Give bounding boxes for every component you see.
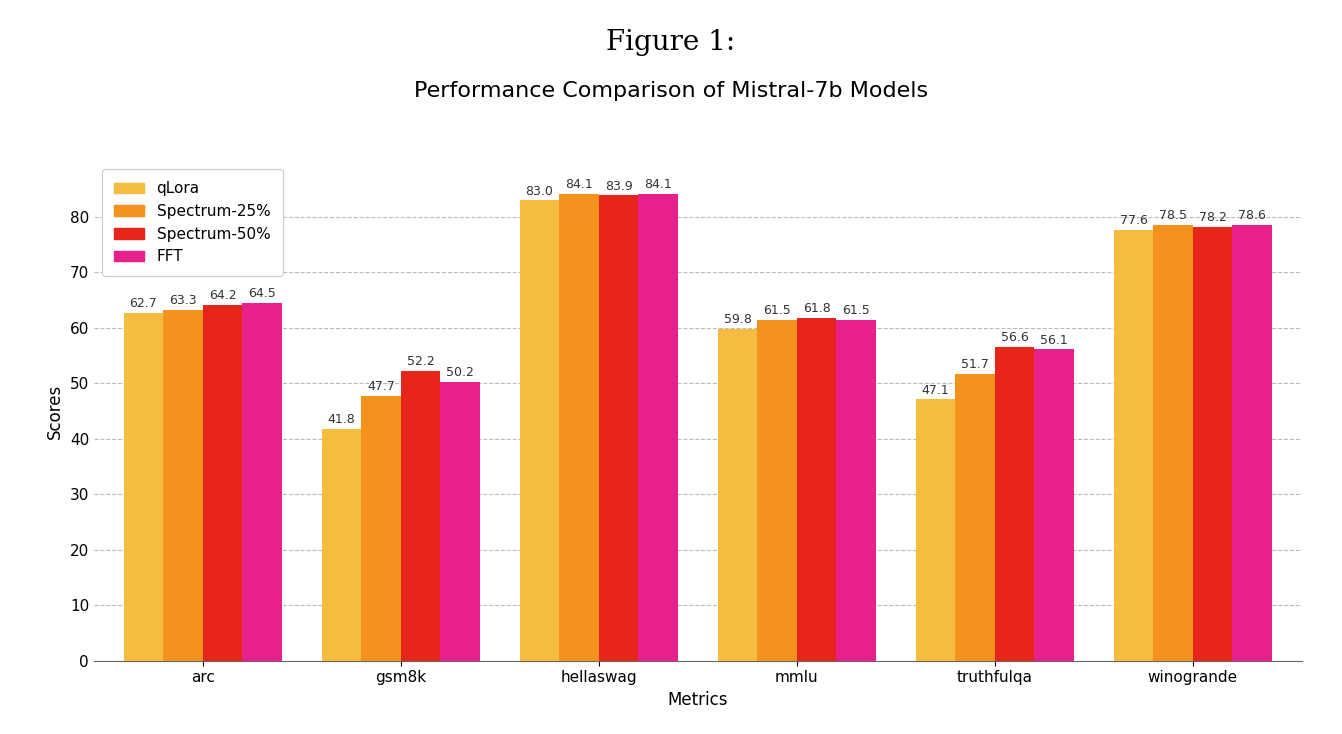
- Bar: [1114, 230, 1153, 661]
- Text: 47.1: 47.1: [922, 384, 949, 396]
- Legend: qLora, Spectrum-25%, Spectrum-50%, FFT: qLora, Spectrum-25%, Spectrum-50%, FFT: [102, 169, 283, 277]
- Text: 78.5: 78.5: [1159, 209, 1188, 222]
- Bar: [718, 329, 757, 661]
- Text: 78.6: 78.6: [1239, 209, 1267, 222]
- Bar: [1193, 227, 1232, 661]
- Text: Performance Comparison of Mistral-7b Models: Performance Comparison of Mistral-7b Mod…: [413, 81, 929, 101]
- Text: 84.1: 84.1: [565, 178, 593, 192]
- Bar: [956, 374, 994, 661]
- Text: 62.7: 62.7: [130, 297, 157, 310]
- Text: 61.8: 61.8: [803, 302, 831, 315]
- Bar: [994, 346, 1035, 661]
- Text: 41.8: 41.8: [327, 413, 356, 426]
- Y-axis label: Scores: Scores: [46, 383, 64, 439]
- Bar: [519, 200, 560, 661]
- Bar: [203, 305, 243, 661]
- Text: 77.6: 77.6: [1119, 214, 1147, 228]
- Bar: [797, 318, 836, 661]
- Text: 63.3: 63.3: [169, 294, 197, 307]
- Bar: [1232, 225, 1272, 661]
- Bar: [322, 429, 361, 661]
- Bar: [915, 399, 956, 661]
- Text: 51.7: 51.7: [961, 358, 989, 371]
- Bar: [164, 310, 203, 661]
- Text: 78.2: 78.2: [1198, 211, 1227, 224]
- Bar: [836, 319, 876, 661]
- Text: 64.2: 64.2: [209, 288, 236, 302]
- Bar: [361, 396, 401, 661]
- Text: 84.1: 84.1: [644, 178, 672, 192]
- Text: 61.5: 61.5: [764, 304, 790, 317]
- Bar: [401, 371, 440, 661]
- Text: 52.2: 52.2: [407, 355, 435, 368]
- Bar: [1035, 349, 1074, 661]
- Text: 61.5: 61.5: [843, 304, 870, 317]
- Bar: [560, 195, 599, 661]
- Text: 56.6: 56.6: [1001, 331, 1028, 344]
- Bar: [639, 195, 678, 661]
- Bar: [243, 303, 282, 661]
- Text: 50.2: 50.2: [447, 366, 474, 379]
- Text: 64.5: 64.5: [248, 287, 276, 300]
- Bar: [123, 313, 164, 661]
- Text: 83.0: 83.0: [526, 184, 553, 197]
- Bar: [1153, 225, 1193, 661]
- Text: 47.7: 47.7: [368, 380, 395, 393]
- Text: Figure 1:: Figure 1:: [607, 29, 735, 57]
- Text: 83.9: 83.9: [605, 180, 632, 192]
- Bar: [599, 195, 639, 661]
- Bar: [757, 319, 797, 661]
- Text: 56.1: 56.1: [1040, 334, 1068, 346]
- X-axis label: Metrics: Metrics: [667, 691, 729, 709]
- Text: 59.8: 59.8: [723, 313, 752, 326]
- Bar: [440, 382, 480, 661]
